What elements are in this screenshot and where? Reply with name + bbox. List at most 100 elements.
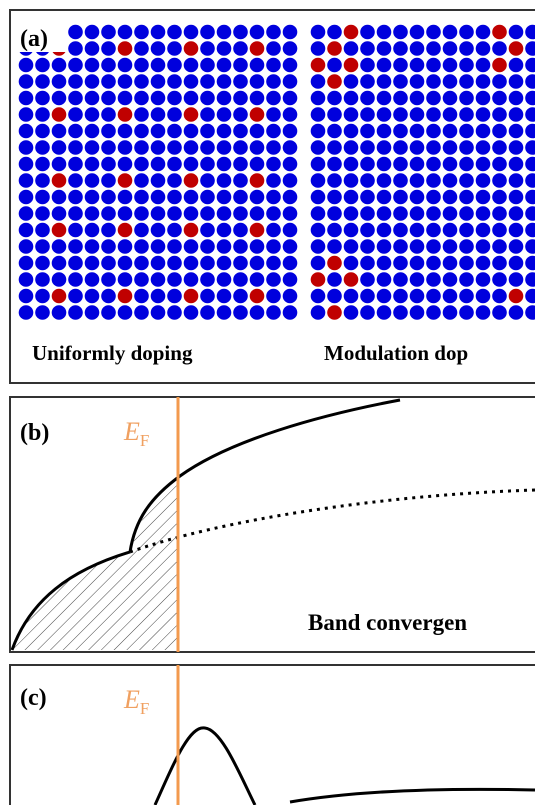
host-atom (184, 190, 199, 205)
host-atom (85, 206, 100, 221)
host-atom (459, 173, 474, 188)
host-atom (200, 289, 215, 304)
host-atom (459, 41, 474, 56)
host-atom (134, 305, 149, 320)
host-atom (360, 173, 375, 188)
host-atom (360, 25, 375, 40)
host-atom (167, 272, 182, 287)
host-atom (184, 239, 199, 254)
host-atom (118, 305, 133, 320)
host-atom (327, 206, 342, 221)
dopant-atom (52, 223, 67, 238)
host-atom (360, 190, 375, 205)
host-atom (377, 157, 392, 172)
host-atom (459, 289, 474, 304)
host-atom (283, 289, 298, 304)
host-atom (68, 272, 83, 287)
host-atom (217, 305, 232, 320)
host-atom (134, 58, 149, 73)
host-atom (443, 190, 458, 205)
host-atom (266, 272, 281, 287)
host-atom (360, 124, 375, 139)
host-atom (167, 41, 182, 56)
host-atom (426, 74, 441, 89)
host-atom (377, 58, 392, 73)
host-atom (233, 305, 248, 320)
host-atom (459, 256, 474, 271)
host-atom (283, 91, 298, 106)
host-atom (459, 190, 474, 205)
host-atom (52, 157, 67, 172)
host-atom (35, 58, 50, 73)
host-atom (200, 140, 215, 155)
host-atom (68, 223, 83, 238)
host-atom (217, 289, 232, 304)
host-atom (233, 107, 248, 122)
host-atom (410, 272, 425, 287)
dopant-atom (344, 58, 359, 73)
host-atom (360, 157, 375, 172)
host-atom (443, 107, 458, 122)
host-atom (134, 289, 149, 304)
host-atom (200, 190, 215, 205)
host-atom (476, 289, 491, 304)
host-atom (509, 91, 524, 106)
host-atom (35, 74, 50, 89)
dopant-atom (118, 41, 133, 56)
host-atom (233, 190, 248, 205)
host-atom (393, 173, 408, 188)
host-atom (167, 173, 182, 188)
host-atom (101, 272, 116, 287)
host-atom (492, 124, 507, 139)
host-atom (311, 223, 326, 238)
host-atom (459, 206, 474, 221)
host-atom (151, 107, 166, 122)
host-atom (283, 206, 298, 221)
host-atom (311, 190, 326, 205)
host-atom (492, 256, 507, 271)
host-atom (167, 124, 182, 139)
panel-label: (a) (20, 26, 48, 52)
host-atom (476, 140, 491, 155)
host-atom (492, 157, 507, 172)
host-atom (393, 124, 408, 139)
host-atom (360, 107, 375, 122)
host-atom (101, 91, 116, 106)
host-atom (35, 223, 50, 238)
host-atom (393, 190, 408, 205)
host-atom (377, 239, 392, 254)
host-atom (233, 223, 248, 238)
host-atom (393, 305, 408, 320)
dopant-atom (250, 173, 265, 188)
host-atom (134, 91, 149, 106)
host-atom (266, 74, 281, 89)
host-atom (217, 272, 232, 287)
host-atom (360, 206, 375, 221)
host-atom (266, 58, 281, 73)
host-atom (360, 272, 375, 287)
symbol: E (123, 417, 140, 446)
host-atom (250, 206, 265, 221)
host-atom (118, 140, 133, 155)
host-atom (200, 305, 215, 320)
host-atom (68, 107, 83, 122)
host-atom (492, 272, 507, 287)
host-atom (344, 41, 359, 56)
host-atom (344, 256, 359, 271)
host-atom (167, 107, 182, 122)
host-atom (233, 289, 248, 304)
host-atom (426, 107, 441, 122)
host-atom (217, 173, 232, 188)
host-atom (327, 25, 342, 40)
host-atom (184, 140, 199, 155)
dopant-atom (492, 58, 507, 73)
host-atom (233, 124, 248, 139)
host-atom (443, 206, 458, 221)
host-atom (426, 91, 441, 106)
host-atom (377, 305, 392, 320)
host-atom (426, 223, 441, 238)
host-atom (509, 223, 524, 238)
host-atom (393, 74, 408, 89)
host-atom (476, 206, 491, 221)
host-atom (327, 91, 342, 106)
